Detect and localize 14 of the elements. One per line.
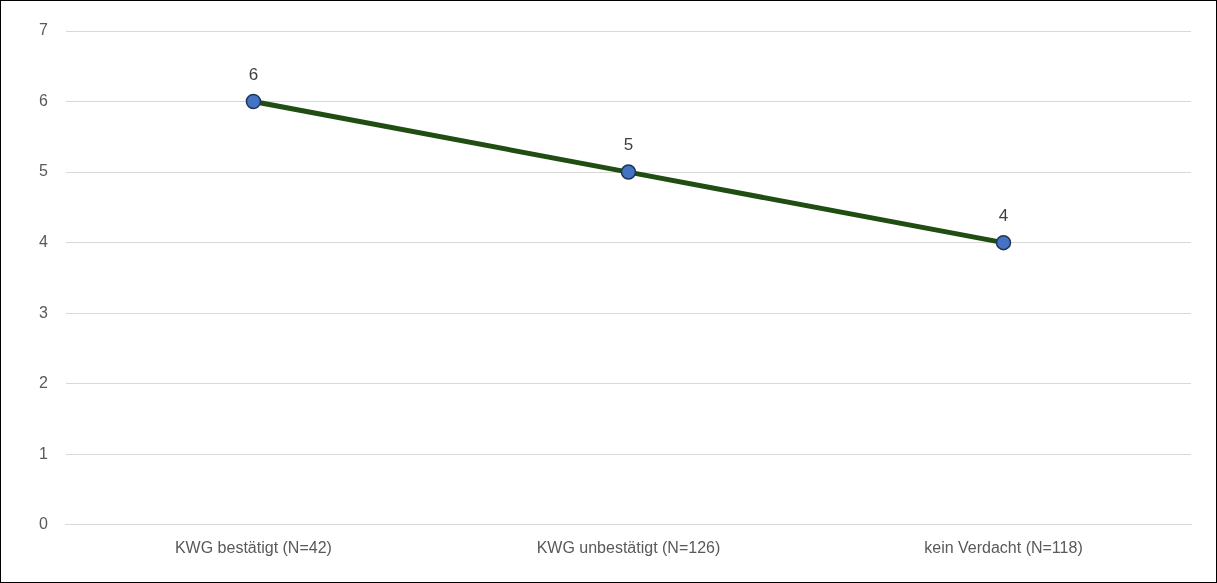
y-tick-label: 5	[38, 162, 48, 180]
y-tick-label: 4	[38, 233, 48, 251]
data-label: 6	[248, 64, 259, 84]
y-tick-label: 0	[38, 515, 48, 533]
y-tick-label: 3	[38, 303, 48, 321]
data-label: 5	[623, 135, 634, 155]
y-tick-label: 2	[38, 374, 48, 392]
x-tick-label: KWG bestätigt (N=42)	[174, 538, 332, 556]
y-tick-label: 1	[38, 444, 48, 462]
data-label: 4	[998, 205, 1009, 225]
y-tick-label: 6	[38, 91, 48, 109]
y-tick-label: 7	[38, 21, 48, 39]
x-tick-label: KWG unbestätigt (N=126)	[536, 538, 721, 556]
x-tick-label: kein Verdacht (N=118)	[924, 538, 1083, 556]
